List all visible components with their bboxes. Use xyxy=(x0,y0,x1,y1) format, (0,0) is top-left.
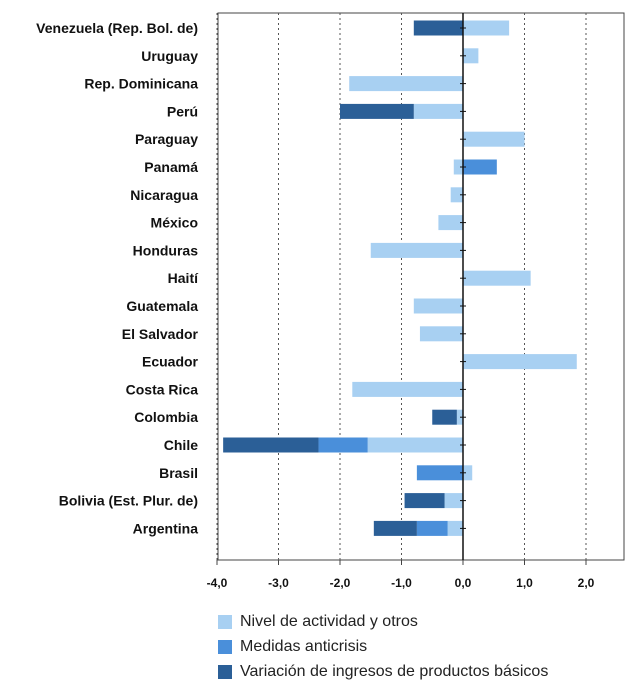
category-label: Costa Rica xyxy=(126,381,199,397)
legend-label-nivel: Nivel de actividad y otros xyxy=(240,612,418,630)
legend-item-variacion: Variación de ingresos de productos básic… xyxy=(218,659,548,684)
bar xyxy=(463,159,497,175)
bar xyxy=(419,326,463,342)
bar xyxy=(463,20,510,36)
bar xyxy=(404,493,445,509)
bar xyxy=(444,493,463,509)
category-label: Colombia xyxy=(134,409,198,425)
category-label: Ecuador xyxy=(142,354,199,370)
x-tick-label: 0,0 xyxy=(455,576,472,590)
bar xyxy=(463,131,525,147)
chart: Venezuela (Rep. Bol. de) Uruguay Rep. Domi… xyxy=(36,12,625,590)
bar xyxy=(456,409,463,425)
plot-frame xyxy=(217,12,625,561)
bar xyxy=(438,215,463,231)
legend-swatch-nivel xyxy=(218,614,232,629)
legend-item-nivel: Nivel de actividad y otros xyxy=(218,609,548,634)
bar xyxy=(349,76,463,92)
bar xyxy=(447,520,463,536)
category-label: Chile xyxy=(164,437,198,453)
grid-lines xyxy=(216,13,587,560)
category-label: México xyxy=(151,215,198,231)
category-label: Uruguay xyxy=(141,48,198,64)
bar xyxy=(432,409,457,425)
bar xyxy=(463,354,577,370)
legend: Nivel de actividad y otros Medidas antic… xyxy=(218,609,548,684)
category-label: Haití xyxy=(168,270,199,286)
category-label: Panamá xyxy=(144,159,198,175)
category-label: Perú xyxy=(167,103,198,119)
legend-swatch-medidas xyxy=(218,639,232,654)
x-tick-label: -4,0 xyxy=(207,576,228,590)
bar xyxy=(223,437,319,453)
bar xyxy=(413,103,463,119)
bar xyxy=(453,159,463,175)
bar xyxy=(463,465,473,481)
bar xyxy=(463,270,531,286)
category-label: Brasil xyxy=(159,465,198,481)
bar xyxy=(367,437,463,453)
bar xyxy=(413,298,463,314)
category-label: Rep. Dominicana xyxy=(84,76,198,92)
bar xyxy=(352,381,463,397)
bar xyxy=(416,465,463,481)
bar xyxy=(340,103,414,119)
legend-item-medidas: Medidas anticrisis xyxy=(218,634,548,659)
bars xyxy=(223,20,577,536)
category-label: Paraguay xyxy=(135,131,198,147)
category-labels: Venezuela (Rep. Bol. de) Uruguay Rep. Domi… xyxy=(36,20,199,536)
bar xyxy=(413,20,463,36)
category-label: Honduras xyxy=(133,242,199,258)
category-label: El Salvador xyxy=(122,326,199,342)
bar xyxy=(463,48,479,64)
bar xyxy=(373,520,417,536)
x-tick-label: -2,0 xyxy=(330,576,351,590)
legend-swatch-variacion xyxy=(218,664,232,679)
category-label: Nicaragua xyxy=(130,187,198,203)
x-tick-labels: -4,0 -3,0 -2,0 -1,0 0,0 1,0 2,0 xyxy=(207,560,595,590)
category-label: Argentina xyxy=(133,520,199,536)
bar xyxy=(370,242,463,258)
category-label: Guatemala xyxy=(126,298,198,314)
x-tick-label: -1,0 xyxy=(391,576,412,590)
x-tick-label: 2,0 xyxy=(578,576,595,590)
x-tick-label: 1,0 xyxy=(516,576,533,590)
legend-label-variacion: Variación de ingresos de productos básic… xyxy=(240,662,549,680)
x-tick-label: -3,0 xyxy=(268,576,289,590)
legend-label-medidas: Medidas anticrisis xyxy=(240,637,368,655)
bar xyxy=(318,437,368,453)
bar xyxy=(450,187,463,203)
category-label: Bolivia (Est. Plur. de) xyxy=(59,493,198,509)
bar xyxy=(416,520,448,536)
category-label: Venezuela (Rep. Bol. de) xyxy=(36,20,198,36)
